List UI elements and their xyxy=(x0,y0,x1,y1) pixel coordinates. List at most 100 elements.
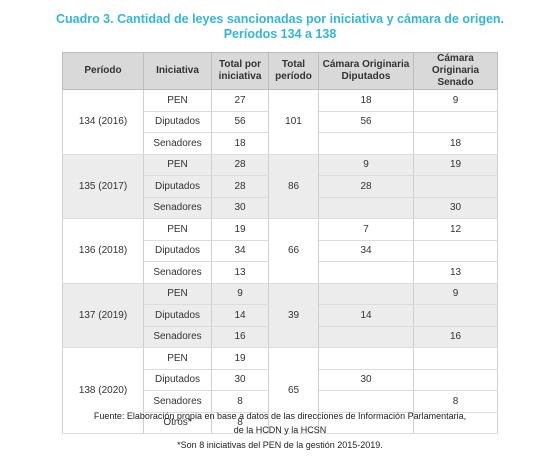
table-row: Diputados 56 56 xyxy=(63,111,498,133)
initiative-cell: Senadores xyxy=(143,326,212,348)
diputados-cell: 9 xyxy=(318,154,414,176)
empty-cell xyxy=(318,261,414,284)
total-cell: 8 xyxy=(211,412,269,434)
table-row: Senadores 13 13 xyxy=(63,261,498,284)
table-row: Diputados 28 28 xyxy=(63,175,498,198)
initiative-cell: Diputados xyxy=(143,240,212,262)
table-row: 134 (2016) PEN 27 101 18 9 xyxy=(62,89,498,155)
total-cell: 19 xyxy=(211,347,269,370)
empty-cell xyxy=(413,412,498,434)
footnote: *Son 8 iniciativas del PEN de la gestión… xyxy=(177,440,383,450)
empty-cell xyxy=(413,304,498,327)
diputados-cell: 14 xyxy=(318,304,414,327)
diputados-cell: 28 xyxy=(318,175,414,198)
period-cell: 138 (2020) xyxy=(62,347,144,434)
title-line: Cuadro 3. Cantidad de leyes sancionadas … xyxy=(55,12,505,26)
header-cell: Cámara Originaria Senado xyxy=(413,52,498,90)
total-cell: 27 xyxy=(211,89,269,112)
initiative-cell: Diputados xyxy=(143,369,212,391)
empty-cell xyxy=(318,390,414,413)
total-cell: 30 xyxy=(211,369,269,391)
initiative-cell: Diputados xyxy=(143,111,212,133)
senado-cell: 8 xyxy=(413,390,498,413)
header-cell: Total por iniciativa xyxy=(211,52,269,90)
table-row: Diputados 30 30 xyxy=(63,369,498,391)
period-total-cell: 101 xyxy=(268,89,319,155)
total-cell: 18 xyxy=(211,132,269,155)
table-row: Senadores 8 8 xyxy=(63,390,498,413)
initiative-cell: Diputados xyxy=(143,175,212,198)
table-row: 136 (2018) PEN 19 66 7 12 xyxy=(62,218,498,284)
senado-cell: 9 xyxy=(413,283,498,305)
data-table: Período Iniciativa Total por iniciativa Tot… xyxy=(62,52,498,434)
empty-cell xyxy=(413,111,498,133)
total-cell: 34 xyxy=(211,240,269,262)
initiative-cell: Senadores xyxy=(143,390,212,413)
senado-cell: 12 xyxy=(413,218,498,241)
total-cell: 9 xyxy=(211,283,269,305)
header-cell: Total período xyxy=(268,52,319,90)
table-row: Otros* 8 xyxy=(63,412,498,434)
initiative-cell: Diputados xyxy=(143,304,212,327)
total-cell: 16 xyxy=(211,326,269,348)
initiative-cell: PEN xyxy=(143,154,212,176)
empty-cell xyxy=(318,347,414,370)
diputados-cell: 18 xyxy=(318,89,414,112)
empty-cell xyxy=(413,369,498,391)
table-row: Senadores 16 16 xyxy=(63,326,498,348)
header-cell: Iniciativa xyxy=(143,52,212,90)
period-total-cell: 86 xyxy=(268,154,319,219)
footnote: de la HCDN y la HCSN xyxy=(233,425,327,435)
total-cell: 8 xyxy=(211,390,269,413)
senado-cell: 16 xyxy=(413,326,498,348)
diputados-cell: 34 xyxy=(318,240,414,262)
period-total-cell: 39 xyxy=(268,283,319,348)
footnote: Fuente: Elaboración propia en base a dat… xyxy=(93,411,467,421)
diputados-cell: 30 xyxy=(318,369,414,391)
initiative-cell: PEN xyxy=(143,347,212,370)
initiative-cell: Senadores xyxy=(143,197,212,219)
empty-cell xyxy=(318,283,414,305)
empty-cell xyxy=(413,175,498,198)
period-cell: 135 (2017) xyxy=(62,154,144,219)
period-cell: 134 (2016) xyxy=(62,89,144,155)
period-total-cell: 66 xyxy=(268,218,319,284)
table-row: Diputados 34 34 xyxy=(63,240,498,262)
table-row: 135 (2017) PEN 28 86 9 19 xyxy=(62,154,498,219)
initiative-cell: PEN xyxy=(143,283,212,305)
table-row: 138 (2020) PEN 19 65 xyxy=(62,347,498,434)
title-line: Períodos 134 a 138 xyxy=(223,27,337,41)
empty-cell xyxy=(413,240,498,262)
initiative-cell: Senadores xyxy=(143,132,212,155)
diputados-cell: 56 xyxy=(318,111,414,133)
senado-cell: 9 xyxy=(413,89,498,112)
initiative-cell: Senadores xyxy=(143,261,212,284)
total-cell: 56 xyxy=(211,111,269,133)
initiative-cell: PEN xyxy=(143,89,212,112)
initiative-cell: PEN xyxy=(143,218,212,241)
header-cell: Período xyxy=(62,52,144,90)
total-cell: 28 xyxy=(211,175,269,198)
empty-cell xyxy=(318,132,414,155)
total-cell: 13 xyxy=(211,261,269,284)
empty-cell xyxy=(318,326,414,348)
senado-cell: 18 xyxy=(413,132,498,155)
senado-cell: 30 xyxy=(413,197,498,219)
period-total-cell: 65 xyxy=(268,347,319,434)
total-cell: 28 xyxy=(211,154,269,176)
table-row: 137 (2019) PEN 9 39 9 xyxy=(62,283,498,348)
table-row: Diputados 14 14 xyxy=(63,304,498,327)
period-cell: 137 (2019) xyxy=(62,283,144,348)
empty-cell xyxy=(413,347,498,370)
total-cell: 14 xyxy=(211,304,269,327)
diputados-cell: 7 xyxy=(318,218,414,241)
total-cell: 30 xyxy=(211,197,269,219)
empty-cell xyxy=(318,197,414,219)
period-cell: 136 (2018) xyxy=(62,218,144,284)
total-cell: 19 xyxy=(211,218,269,241)
table-row: Senadores 18 18 xyxy=(63,132,498,155)
senado-cell: 19 xyxy=(413,154,498,176)
table-row: Senadores 30 30 xyxy=(63,197,498,219)
header-cell: Cámara Originaria Diputados xyxy=(318,52,414,90)
